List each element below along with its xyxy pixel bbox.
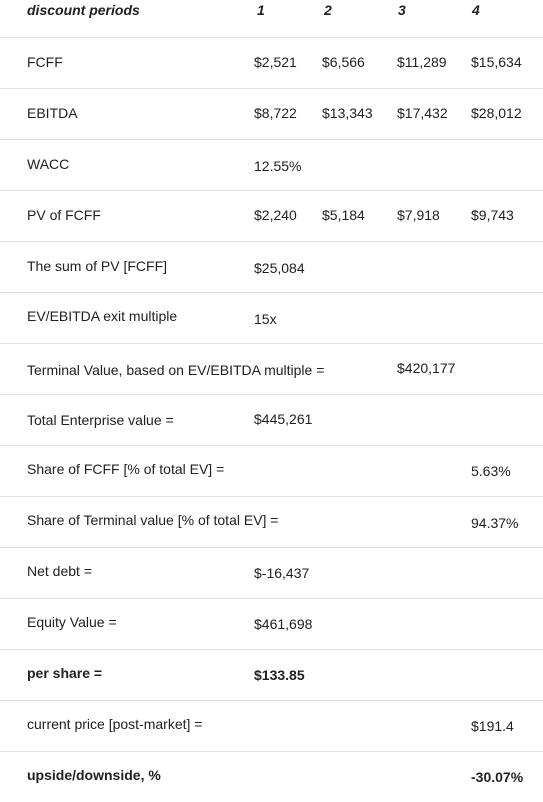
table-row-current-price: current price [post-market] = $191.4: [0, 701, 543, 752]
header-period-1: 1: [257, 2, 265, 18]
row-value: $5,184: [322, 207, 365, 223]
row-value: $8,722: [254, 105, 297, 121]
table-row-upside-downside: upside/downside, % -30.07%: [0, 752, 543, 802]
row-label: PV of FCFF: [27, 207, 101, 223]
row-value: -30.07%: [471, 769, 524, 785]
row-value: $15,634: [471, 54, 522, 70]
row-value: $17,432: [397, 105, 448, 121]
row-label: Terminal Value, based on EV/EBITDA multi…: [27, 362, 325, 378]
row-value: 94.37%: [471, 515, 519, 531]
table-row-sum-pv: The sum of PV [FCFF] $25,084: [0, 242, 543, 293]
row-value: $25,084: [254, 260, 305, 276]
row-label: Share of Terminal value [% of total EV] …: [27, 512, 279, 528]
row-value: $191.4: [471, 718, 514, 734]
row-value: $28,012: [471, 105, 522, 121]
row-value: $13,343: [322, 105, 373, 121]
table-row-per-share: per share = $133.85: [0, 650, 543, 701]
row-value: 5.63%: [471, 463, 511, 479]
row-label: Share of FCFF [% of total EV] =: [27, 461, 225, 477]
row-value: $420,177: [397, 360, 456, 376]
row-value: $461,698: [254, 616, 313, 632]
row-label: WACC: [27, 156, 70, 172]
table-row-exit-multiple: EV/EBITDA exit multiple 15x: [0, 293, 543, 344]
header-period-4: 4: [472, 2, 480, 18]
row-value: 15x: [254, 311, 277, 327]
row-value: $2,521: [254, 54, 297, 70]
row-label: upside/downside, %: [27, 767, 161, 783]
table-row-total-ev: Total Enterprise value = $445,261: [0, 395, 543, 446]
row-label: FCFF: [27, 54, 63, 70]
table-row-ebitda: EBITDA $8,722 $13,343 $17,432 $28,012: [0, 89, 543, 140]
table-row-share-terminal: Share of Terminal value [% of total EV] …: [0, 497, 543, 548]
table-row-wacc: WACC 12.55%: [0, 140, 543, 191]
row-value: $133.85: [254, 667, 305, 683]
row-value: $445,261: [254, 411, 313, 427]
header-label: discount periods: [27, 2, 140, 18]
table-row-pv-fcff: PV of FCFF $2,240 $5,184 $7,918 $9,743: [0, 191, 543, 242]
table-row-fcff: FCFF $2,521 $6,566 $11,289 $15,634: [0, 38, 543, 89]
row-value: $-16,437: [254, 565, 310, 581]
row-label: Net debt =: [27, 563, 92, 579]
table-header-row: discount periods 1 2 3 4: [0, 0, 543, 38]
row-value: $11,289: [397, 54, 447, 70]
row-value: $7,918: [397, 207, 440, 223]
table-row-terminal-value: Terminal Value, based on EV/EBITDA multi…: [0, 344, 543, 395]
row-label: EV/EBITDA exit multiple: [27, 308, 178, 324]
row-label: The sum of PV [FCFF]: [27, 258, 168, 274]
row-value: $9,743: [471, 207, 514, 223]
table-row-share-fcff: Share of FCFF [% of total EV] = 5.63%: [0, 446, 543, 497]
row-label: current price [post-market] =: [27, 716, 203, 732]
row-value: $6,566: [322, 54, 365, 70]
header-period-3: 3: [398, 2, 406, 18]
table-row-equity-value: Equity Value = $461,698: [0, 599, 543, 650]
row-label: EBITDA: [27, 105, 78, 121]
row-label: Equity Value =: [27, 614, 117, 630]
header-period-2: 2: [324, 2, 332, 18]
row-label: Total Enterprise value =: [27, 412, 174, 428]
row-value: 12.55%: [254, 158, 302, 174]
row-value: $2,240: [254, 207, 297, 223]
row-label: per share =: [27, 665, 103, 681]
table-row-net-debt: Net debt = $-16,437: [0, 548, 543, 599]
